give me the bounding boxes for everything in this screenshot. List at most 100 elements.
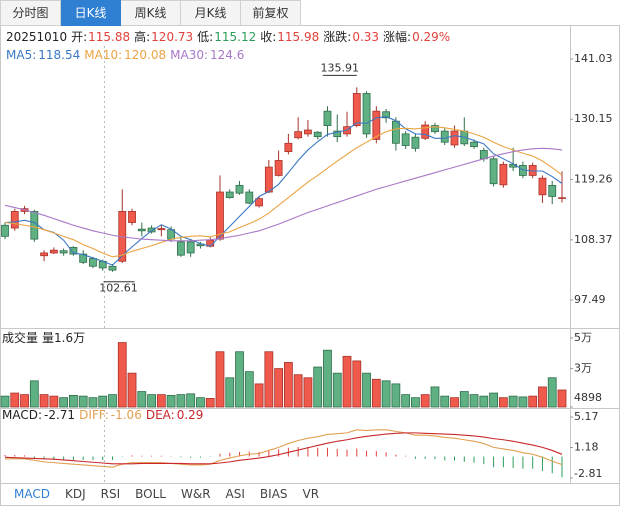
volume-bar [196,397,205,408]
indicator-tab[interactable]: W&R [180,487,211,501]
candle-body [264,166,273,193]
y-tick-label: 119.26 [574,173,613,186]
candle-body [157,228,166,231]
candle-body [421,124,430,139]
y-tick-label: 5万 [574,331,592,344]
macd-line-name: DIFF: [79,408,109,422]
volume-bar [479,395,489,408]
volume-bar [401,394,411,408]
indicator-line [5,429,563,468]
ma-name: MA10: [84,48,123,62]
period-tab[interactable]: 分时图 [0,0,61,26]
candle-body [216,191,224,240]
period-tab[interactable]: 周K线 [121,0,181,26]
period-tabs: 分时图 日K线 周K线 月K线 前复权 [0,0,301,26]
quote-value: 0.29% [412,30,451,44]
macd-name: MACD: [2,408,43,422]
candle-body [470,141,478,148]
quote-label: 开: [71,30,88,44]
volume-bar [303,377,313,408]
ma-value: 120.08 [124,48,167,62]
indicator-tab[interactable]: ASI [225,487,245,501]
volume-bar [391,383,401,408]
y-tick-label: 141.03 [574,52,613,65]
candle-body [352,93,361,126]
volume-bar [538,386,547,408]
indicator-tab[interactable]: KDJ [64,487,86,501]
quote-value: 120.73 [151,30,194,44]
volume-bar [274,368,284,408]
candle-body [128,211,136,223]
period-tab[interactable]: 月K线 [181,0,241,26]
volume-bar [156,394,166,408]
period-tab[interactable]: 前复权 [241,0,301,26]
indicator-tab[interactable]: BOLL [135,487,166,501]
volume-bar [59,397,69,408]
y-tick-label: 3万 [574,362,592,375]
indicator-tab[interactable]: RSI [100,487,121,501]
candle-body [176,241,185,256]
volume-bar [323,349,332,408]
volume-bar [147,394,156,408]
volume-bar [137,391,147,408]
volume-bar [498,397,508,408]
volume-bar [528,395,538,408]
ma-value: 124.6 [210,48,245,62]
volume-bar [362,372,371,408]
candle-body [225,191,234,198]
volume-bar [69,394,78,408]
indicator-tab[interactable]: VR [302,487,320,501]
indicator-line [4,432,563,465]
candle-body [69,247,78,255]
indicator-line [4,116,563,266]
quote-label: 高: [134,30,151,44]
y-tick-label: 108.37 [574,233,613,246]
ma-name: MA30: [170,48,208,62]
candle-body [411,136,420,149]
high-label: 135.91 [321,61,360,74]
volume-bar [205,398,215,408]
ma-name: MA5: [6,48,37,62]
volume-bar [547,377,557,408]
candle-body [401,133,410,146]
macd-line-value: 0.29 [176,408,204,422]
volume-bar [98,395,108,408]
volume-bar [78,395,88,408]
quote-label: 涨跌: [323,30,352,44]
quote-value: 115.12 [214,30,257,44]
indicator-line [4,126,563,258]
volume-bar [430,386,440,408]
volume-bar [411,397,420,408]
volume-bar [440,395,450,408]
indicator-tab[interactable]: MACD [14,487,50,501]
volume-bar [166,394,176,408]
candle-body [255,198,263,207]
macd-line-value: -1.06 [110,408,142,422]
volume-bar [420,394,430,408]
volume-bar [215,351,225,408]
candle-body [333,130,342,138]
indicator-tab[interactable]: BIAS [259,487,288,501]
volume-bar [225,377,235,408]
macd-legend: MACD: -2.71 DIFF: -1.06 DEA: 0.29 [2,408,207,422]
volume-bar [313,366,323,408]
candle-body [274,160,283,176]
period-tab[interactable]: 日K线 [61,0,121,26]
candle-body [323,110,332,126]
candle-body [30,211,39,240]
volume-bar [108,394,117,408]
candle-body [372,110,381,140]
y-tick-label: 1.18 [574,441,599,454]
quote-label: 低: [197,30,214,44]
quote-value: 0.33 [352,30,380,44]
volume-bar [117,342,127,408]
volume-legend: 成交量 量1.6万 [2,329,89,346]
candle-body [49,249,58,254]
y-tick-label: -2.81 [574,467,602,480]
candle-body [186,241,195,254]
volume-bar [342,355,352,408]
volume-bar [352,360,362,408]
volume-bar [244,371,254,408]
candle-body [245,191,254,204]
